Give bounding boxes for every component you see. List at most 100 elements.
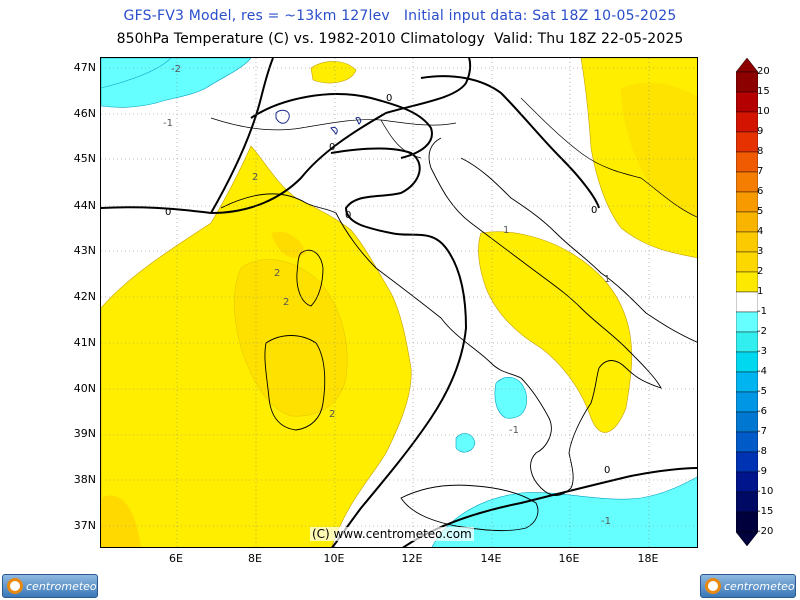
legend-cell	[736, 451, 758, 473]
lat-label: 47N	[73, 61, 96, 74]
lat-label: 45N	[73, 152, 96, 165]
contour-label: 0	[329, 142, 335, 153]
warm-area-apulia	[478, 231, 633, 433]
copyright-text: (C) www.centrometeo.com	[310, 527, 474, 541]
coastline-corsica	[296, 249, 324, 307]
model-info-title: GFS-FV3 Model, res = ~13km 127lev Initia…	[123, 8, 677, 24]
logo-text: centrometeo	[724, 579, 795, 593]
cool-area-northwest-2	[101, 58, 172, 89]
legend-tick-label: 10	[757, 106, 770, 117]
legend-tick-label: -5	[757, 386, 767, 397]
legend-cell	[736, 271, 758, 293]
legend-cell	[736, 371, 758, 393]
legend-tick-label: 5	[757, 206, 764, 217]
legend-cell	[736, 251, 758, 273]
legend-tick-label: -3	[757, 346, 767, 357]
legend-tick-label: -4	[757, 366, 767, 377]
color-legend-bar	[736, 58, 758, 546]
contour-label: 1	[604, 274, 610, 285]
contour-label: 0	[386, 93, 392, 104]
zero-contour-center	[330, 147, 468, 547]
legend-tick-label: 1	[757, 286, 764, 297]
legend-cell	[736, 231, 758, 253]
legend-tick-label: -1	[757, 306, 767, 317]
lon-label: 10E	[323, 552, 345, 565]
logo-mark-icon	[705, 578, 721, 594]
lat-label: 43N	[73, 244, 96, 257]
legend-cell	[736, 91, 758, 113]
legend-cell	[736, 511, 758, 533]
lat-label: 44N	[73, 199, 96, 212]
country-borders	[210, 97, 697, 218]
coastline-sicily	[400, 484, 539, 532]
lat-label: 39N	[73, 427, 96, 440]
lat-label: 41N	[73, 336, 96, 349]
contour-label: 0	[604, 465, 610, 476]
legend-cell	[736, 331, 758, 353]
legend-tick-label: -10	[757, 486, 774, 497]
contour-label: 1	[503, 225, 509, 236]
lon-label: 6E	[169, 552, 183, 565]
lon-label: 18E	[637, 552, 659, 565]
legend-tick-label: 8	[757, 146, 764, 157]
legend-cell	[736, 391, 758, 413]
legend-cell	[736, 431, 758, 453]
legend-cell	[736, 351, 758, 373]
legend-tick-label: 3	[757, 246, 764, 257]
temperature-map: -2 -1 0 0 0 0 2 2 2 2 1 1 -1 -1 0 0	[100, 57, 698, 548]
legend-tick-label: 6	[757, 186, 764, 197]
lakes	[275, 109, 362, 135]
legend-tick-label: -15	[757, 506, 774, 517]
zero-contour-south	[402, 467, 697, 547]
lon-label: 8E	[248, 552, 262, 565]
centrometeo-logo-right[interactable]: centrometeo	[700, 574, 796, 598]
legend-cell	[736, 411, 758, 433]
contour-label: -1	[601, 516, 611, 527]
zero-contour-north	[101, 58, 472, 215]
warm-core-balkans	[621, 82, 697, 217]
logo-text: centrometeo	[26, 579, 97, 593]
contour-label: -2	[171, 64, 181, 75]
legend-cell	[736, 191, 758, 213]
legend-cell	[736, 291, 758, 313]
legend-cell	[736, 171, 758, 193]
legend-tick-label: -2	[757, 326, 767, 337]
contour-label: -1	[509, 425, 519, 436]
legend-tick-label: -6	[757, 406, 767, 417]
lon-label: 16E	[558, 552, 580, 565]
lat-label: 37N	[73, 519, 96, 532]
centrometeo-logo-left[interactable]: centrometeo	[2, 574, 98, 598]
contour-label: -1	[163, 118, 173, 129]
warm-core-sardinia	[234, 259, 348, 417]
legend-cell	[736, 131, 758, 153]
coastline-sardinia	[264, 335, 326, 431]
legend-tick-label: 4	[757, 226, 764, 237]
map-canvas: -2 -1 0 0 0 0 2 2 2 2 1 1 -1 -1 0 0	[101, 58, 697, 547]
legend-arrow-bottom	[736, 531, 758, 546]
zero-contour-left	[210, 58, 274, 214]
legend-tick-label: 7	[757, 166, 764, 177]
zero-contour-north-east	[420, 75, 600, 209]
legend-cell	[736, 151, 758, 173]
legend-tick-label: -8	[757, 446, 767, 457]
cool-area-ionian	[431, 476, 697, 547]
lon-label: 14E	[480, 552, 502, 565]
legend-cell	[736, 111, 758, 133]
warm-core-west	[101, 495, 141, 547]
legend-tick-label: -20	[757, 526, 774, 537]
contour-label: 2	[283, 297, 289, 308]
lat-label: 46N	[73, 107, 96, 120]
legend-cell	[736, 211, 758, 233]
legend-arrow-top	[736, 58, 758, 73]
legend-tick-label: 9	[757, 126, 764, 137]
legend-cell	[736, 71, 758, 93]
legend-tick-label: 20	[757, 66, 770, 77]
contour-label: 0	[591, 205, 597, 216]
lat-label: 40N	[73, 382, 96, 395]
legend-tick-label: -7	[757, 426, 767, 437]
field-valid-title: 850hPa Temperature (C) vs. 1982-2010 Cli…	[116, 31, 684, 47]
legend-tick-label: -9	[757, 466, 767, 477]
legend-cell	[736, 491, 758, 513]
warm-area-north	[310, 61, 357, 84]
zero-contour-loop	[250, 93, 433, 159]
